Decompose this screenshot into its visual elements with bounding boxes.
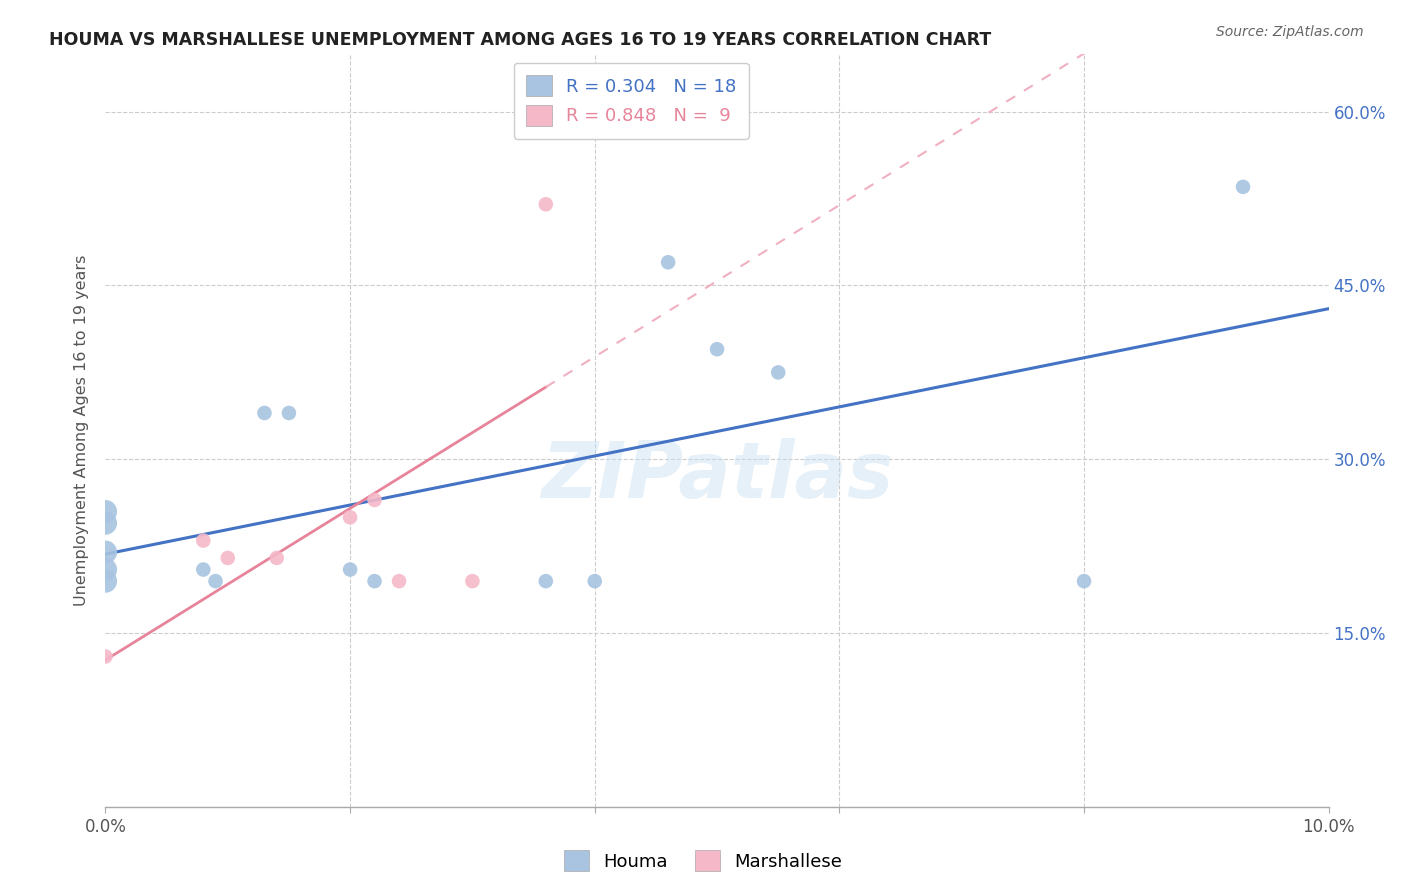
Point <box>461 574 484 589</box>
Point <box>253 406 276 420</box>
Legend: R = 0.304   N = 18, R = 0.848   N =  9: R = 0.304 N = 18, R = 0.848 N = 9 <box>513 62 749 138</box>
Point <box>657 255 679 269</box>
Point <box>266 551 288 566</box>
Point <box>768 366 790 380</box>
Text: Source: ZipAtlas.com: Source: ZipAtlas.com <box>1216 25 1364 39</box>
Point <box>363 492 385 507</box>
Text: HOUMA VS MARSHALLESE UNEMPLOYMENT AMONG AGES 16 TO 19 YEARS CORRELATION CHART: HOUMA VS MARSHALLESE UNEMPLOYMENT AMONG … <box>49 31 991 49</box>
Y-axis label: Unemployment Among Ages 16 to 19 years: Unemployment Among Ages 16 to 19 years <box>75 255 90 606</box>
Point <box>193 533 215 548</box>
Point <box>339 563 361 577</box>
Point <box>363 574 385 589</box>
Point <box>534 574 557 589</box>
Point <box>94 563 117 577</box>
Point <box>1232 180 1254 194</box>
Point <box>193 563 215 577</box>
Point <box>388 574 411 589</box>
Point <box>94 574 117 589</box>
Point <box>94 505 117 519</box>
Point <box>277 406 299 420</box>
Point <box>339 510 361 524</box>
Text: ZIPatlas: ZIPatlas <box>541 438 893 514</box>
Point <box>1073 574 1095 589</box>
Point <box>94 545 117 559</box>
Legend: Houma, Marshallese: Houma, Marshallese <box>557 843 849 879</box>
Point <box>94 516 117 530</box>
Point <box>534 197 557 211</box>
Point <box>94 649 117 664</box>
Point <box>706 343 728 357</box>
Point <box>204 574 226 589</box>
Point <box>583 574 606 589</box>
Point <box>217 551 239 566</box>
